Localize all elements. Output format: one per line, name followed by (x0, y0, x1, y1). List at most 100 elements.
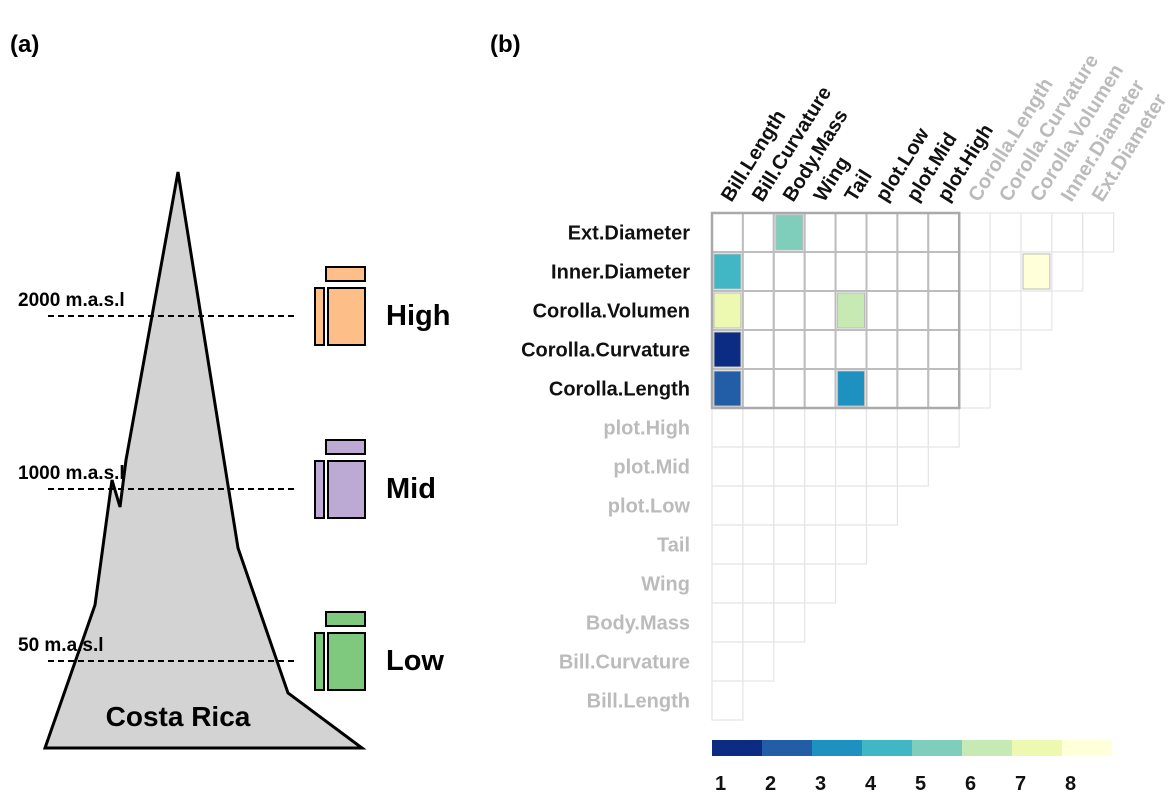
cell (773, 446, 806, 487)
cell (711, 524, 744, 565)
cell (711, 212, 744, 253)
colorbar-segment (912, 740, 962, 756)
cell (865, 485, 898, 526)
heat-cell (1022, 253, 1051, 290)
cell (834, 329, 868, 370)
colorbar-label: 4 (865, 773, 877, 795)
colorbar-label: 7 (1015, 773, 1026, 795)
cell (989, 251, 1022, 292)
cell (1082, 212, 1115, 253)
cell (711, 563, 744, 604)
colorbar-segment (712, 740, 762, 756)
colorbar-label: 5 (915, 773, 926, 795)
cell (1020, 290, 1053, 331)
heatmap: Ext.Diameter Inner.Diameter Corolla.Volume… (521, 51, 1171, 795)
cell (865, 368, 899, 409)
cell (927, 329, 961, 370)
cell (804, 563, 837, 604)
cell (711, 485, 744, 526)
cell (989, 212, 1022, 253)
panel-label: (b) (490, 31, 521, 58)
colorbar-label: 6 (965, 773, 976, 795)
elevation-label: 2000 m.a.s.l (18, 290, 125, 311)
row-label: Ext.Diameter (568, 223, 690, 245)
highlight-box (710, 211, 961, 410)
cell (865, 290, 899, 331)
cell (741, 368, 775, 409)
zone-icon (325, 266, 366, 282)
cell (742, 407, 775, 448)
cell (742, 563, 775, 604)
cell (742, 602, 775, 643)
cell (803, 329, 837, 370)
colorbar-segment (962, 740, 1012, 756)
cell (773, 602, 806, 643)
zone-label: High (386, 300, 450, 332)
row-label: plot.Mid (613, 457, 690, 479)
colorbar-label: 2 (765, 773, 776, 795)
cell (865, 446, 898, 487)
colorbar-segment (1012, 740, 1062, 756)
row-label: Body.Mass (586, 613, 690, 635)
row-label: Bill.Length (587, 691, 690, 713)
cell (834, 212, 868, 253)
zone-icon (314, 460, 325, 519)
cell (772, 368, 806, 409)
cell (958, 251, 991, 292)
cell (896, 290, 930, 331)
zone-icon (327, 287, 366, 346)
cell (927, 212, 961, 253)
row-label: Corolla.Volumen (533, 301, 690, 323)
heat-cell (713, 292, 742, 329)
heat-cell (837, 370, 865, 407)
cell (742, 446, 775, 487)
heat-cell (837, 292, 865, 329)
row-label: Tail (657, 535, 690, 557)
cell (803, 251, 837, 292)
panel-label: (a) (10, 31, 39, 58)
cell (711, 602, 744, 643)
cell (865, 251, 899, 292)
cell (772, 329, 806, 370)
cell (1051, 212, 1084, 253)
cell (804, 524, 837, 565)
zone-icon (325, 439, 366, 455)
cell (927, 368, 961, 409)
cell (865, 212, 899, 253)
zone-icon (325, 611, 366, 627)
cell (958, 329, 991, 370)
colorbar-label: 8 (1065, 773, 1076, 795)
cell (772, 290, 806, 331)
cell (896, 407, 929, 448)
cell (896, 329, 930, 370)
colorbar-label: 3 (815, 773, 826, 795)
row-label: Inner.Diameter (551, 262, 690, 284)
cell (958, 290, 991, 331)
zone-icon (327, 632, 366, 691)
cell (896, 368, 930, 409)
colorbar-segment (762, 740, 812, 756)
cell (989, 329, 1022, 370)
cell (865, 329, 899, 370)
row-label: Bill.Curvature (559, 652, 690, 674)
row-label: Corolla.Length (549, 379, 690, 401)
cell (896, 212, 930, 253)
zone-label: Low (386, 645, 444, 677)
cell (804, 485, 837, 526)
cell (834, 251, 868, 292)
cell (711, 446, 744, 487)
colorbar-label: 1 (715, 773, 726, 795)
cell (958, 212, 991, 253)
cell (927, 251, 961, 292)
row-label: Corolla.Curvature (521, 340, 690, 362)
cell (1051, 251, 1084, 292)
heat-cell (713, 253, 742, 290)
cell (742, 524, 775, 565)
cell (772, 251, 806, 292)
cell (896, 251, 930, 292)
zone-label: Mid (386, 473, 436, 505)
cell (1020, 212, 1053, 253)
heat-cell (775, 214, 804, 251)
cell (773, 524, 806, 565)
